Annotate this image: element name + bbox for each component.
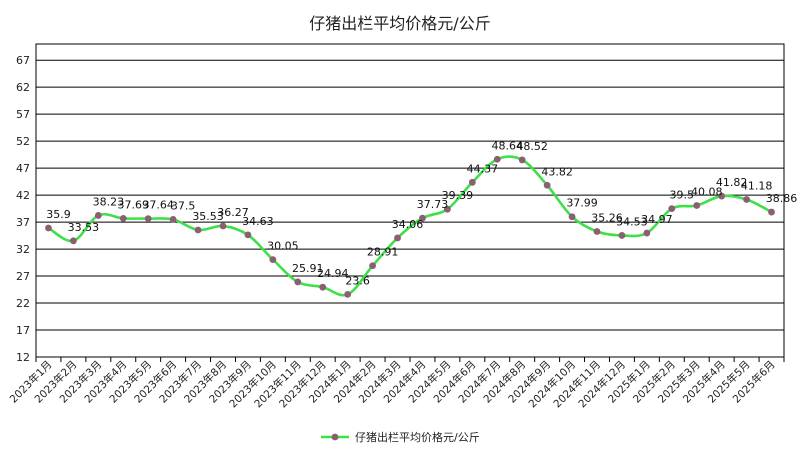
- chart-title: 仔猪出栏平均价格元/公斤: [309, 14, 491, 33]
- data-label: 39.5: [670, 189, 695, 202]
- data-label: 48.52: [516, 140, 548, 153]
- y-tick-label: 22: [16, 297, 30, 310]
- data-label: 34.53: [616, 215, 648, 228]
- data-label: 48.64: [492, 139, 524, 152]
- legend: 仔猪出栏平均价格元/公斤: [321, 430, 480, 444]
- data-point: [543, 181, 551, 189]
- data-label: 44.37: [467, 162, 499, 175]
- data-label: 34.97: [641, 213, 673, 226]
- series-group: [45, 155, 775, 298]
- data-point: [643, 229, 651, 237]
- data-label: 34.06: [392, 218, 424, 231]
- data-label: 37.64: [142, 199, 174, 212]
- data-label: 38.86: [766, 192, 798, 205]
- data-point: [593, 228, 601, 235]
- legend-label: 仔猪出栏平均价格元/公斤: [355, 430, 480, 444]
- data-point: [693, 202, 701, 209]
- data-point: [743, 196, 750, 203]
- data-point: [718, 192, 726, 200]
- y-axis-ticks: 12 17 22 27 32 37 42 47 52 57 62 67: [16, 54, 30, 364]
- data-label: 41.18: [741, 180, 773, 193]
- y-tick-label: 62: [16, 81, 30, 94]
- data-point: [618, 232, 626, 239]
- data-label: 39.39: [442, 189, 474, 202]
- data-label: 40.08: [691, 185, 723, 198]
- data-point: [468, 178, 476, 186]
- data-point: [294, 278, 302, 286]
- data-label: 33.53: [68, 221, 100, 234]
- data-label: 28.91: [367, 246, 399, 259]
- data-label: 35.26: [591, 211, 623, 224]
- data-label: 35.9: [46, 208, 71, 221]
- data-label: 41.82: [716, 176, 748, 189]
- y-tick-label: 32: [16, 243, 30, 256]
- data-point: [94, 212, 102, 219]
- data-point: [70, 237, 77, 245]
- data-label: 30.05: [267, 240, 299, 253]
- data-point: [269, 256, 277, 263]
- y-tick-label: 17: [16, 324, 30, 337]
- data-point: [444, 205, 451, 213]
- y-tick-label: 27: [16, 270, 30, 283]
- y-tick-label: 37: [16, 216, 30, 229]
- data-point: [518, 156, 526, 164]
- data-label: 37.5: [171, 199, 196, 212]
- data-label: 24.94: [317, 267, 349, 280]
- data-label: 37.99: [566, 197, 598, 210]
- data-point: [768, 208, 775, 216]
- data-point: [394, 234, 401, 242]
- data-point: [419, 214, 426, 222]
- data-point: [119, 214, 127, 222]
- data-point: [668, 205, 676, 212]
- y-tick-label: 52: [16, 135, 30, 148]
- plot-border: [35, 43, 785, 358]
- data-label: 23.6: [345, 274, 370, 287]
- data-point: [369, 262, 376, 270]
- data-labels: 35.933.5338.2337.6937.6437.535.5336.2734…: [46, 139, 797, 287]
- data-point: [568, 213, 576, 221]
- data-point: [144, 215, 152, 223]
- x-axis-ticks: 2023年1月2023年2月2023年3月2023年4月2023年5月2023年…: [7, 357, 785, 410]
- data-point: [45, 224, 52, 232]
- data-point: [344, 291, 352, 298]
- y-tick-label: 42: [16, 189, 30, 202]
- data-label: 43.82: [541, 165, 573, 178]
- legend-marker-swatch: [331, 433, 339, 441]
- data-point: [219, 222, 227, 230]
- data-point: [244, 231, 252, 239]
- y-tick-label: 67: [16, 54, 30, 67]
- y-tick-label: 57: [16, 108, 30, 121]
- data-label: 34.63: [242, 215, 274, 228]
- data-point: [194, 226, 202, 234]
- y-tick-label: 12: [16, 351, 30, 364]
- data-label: 37.73: [417, 198, 449, 211]
- data-label: 38.23: [93, 195, 125, 208]
- data-label: 25.91: [292, 262, 324, 275]
- plot-frame: [35, 43, 785, 358]
- data-label: 37.69: [118, 198, 150, 211]
- y-tick-label: 47: [16, 162, 30, 175]
- data-label: 36.27: [217, 206, 249, 219]
- data-point: [319, 283, 327, 291]
- data-label: 35.53: [192, 210, 224, 223]
- data-point: [169, 215, 177, 223]
- data-point: [493, 155, 501, 163]
